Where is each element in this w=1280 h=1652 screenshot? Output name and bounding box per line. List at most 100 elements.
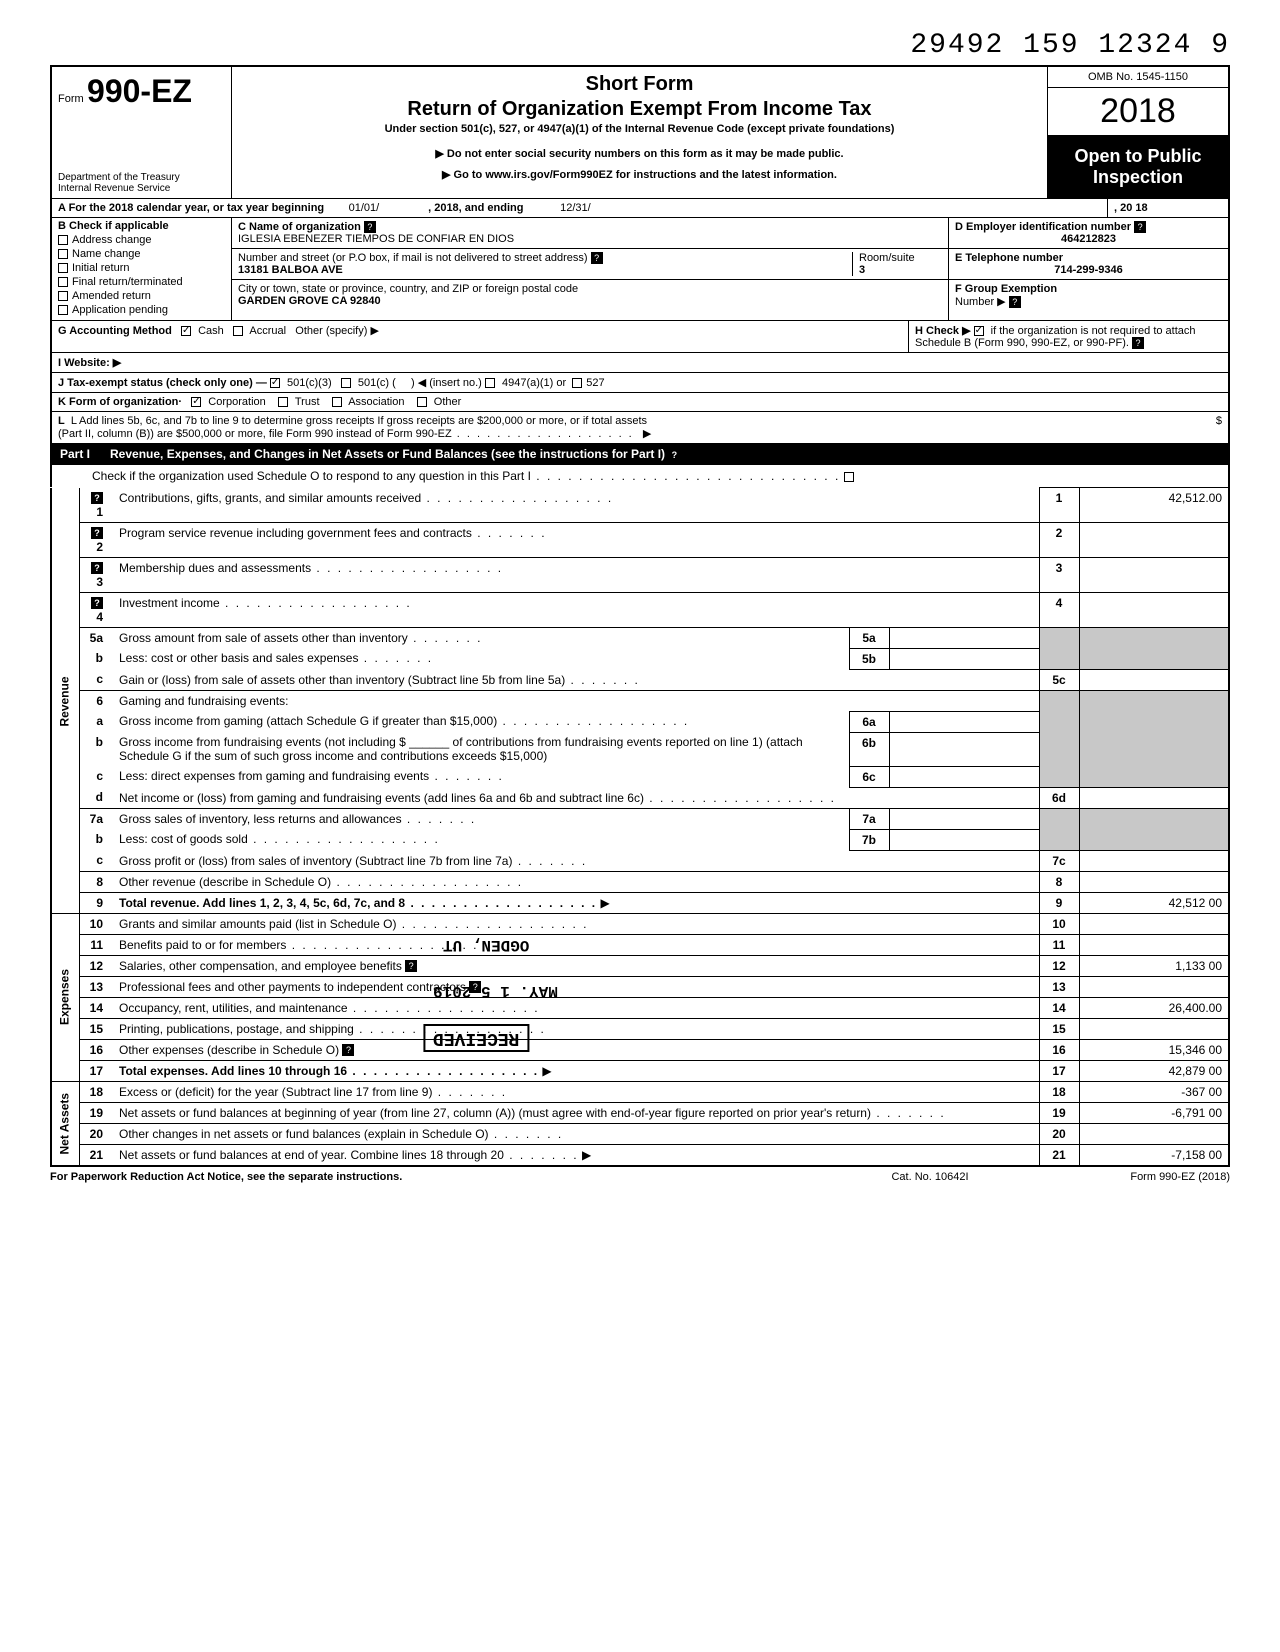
- bv5c: [1079, 669, 1229, 690]
- chk-schedule-b[interactable]: [974, 326, 984, 336]
- lbl-final-return: Final return/terminated: [72, 276, 183, 288]
- chk-initial-return[interactable]: [58, 263, 68, 273]
- bn21: 21: [1039, 1144, 1079, 1166]
- section-b-label: B Check if applicable: [58, 220, 169, 232]
- addr-label: Number and street (or P.O box, if mail i…: [238, 252, 588, 264]
- chk-final-return[interactable]: [58, 277, 68, 287]
- n6: 6: [79, 690, 113, 711]
- n12: 12: [79, 955, 113, 976]
- bv13: [1079, 976, 1229, 997]
- form-number: 990-EZ: [87, 73, 192, 109]
- line-i-label: I Website: ▶: [58, 357, 121, 369]
- n1: 1: [96, 505, 103, 519]
- in7a: 7a: [849, 808, 889, 829]
- chk-name-change[interactable]: [58, 249, 68, 259]
- line-a-mid: , 2018, and ending: [428, 202, 523, 214]
- d19: Net assets or fund balances at beginning…: [119, 1106, 946, 1120]
- iv6a: [889, 711, 1039, 732]
- chk-other-org[interactable]: [417, 397, 427, 407]
- n8: 8: [79, 871, 113, 892]
- d5c: Gain or (loss) from sale of assets other…: [119, 673, 640, 687]
- part-1-title: Revenue, Expenses, and Changes in Net As…: [110, 447, 665, 461]
- help-icon[interactable]: ?: [405, 960, 417, 972]
- section-f-label: F Group Exemption: [955, 283, 1057, 295]
- help-icon[interactable]: ?: [469, 981, 481, 993]
- line-g-h: G Accounting Method Cash Accrual Other (…: [50, 320, 1230, 352]
- ein: 464212823: [1061, 233, 1116, 245]
- n5c: c: [79, 669, 113, 690]
- dept-irs: Internal Revenue Service: [58, 183, 180, 194]
- section-d-label: D Employer identification number: [955, 221, 1131, 233]
- n11: 11: [79, 934, 113, 955]
- chk-501c3[interactable]: [270, 378, 280, 388]
- line-a: A For the 2018 calendar year, or tax yea…: [50, 198, 1230, 218]
- d21: Net assets or fund balances at end of ye…: [119, 1148, 579, 1162]
- part-1-header: Part I Revenue, Expenses, and Changes in…: [50, 443, 1230, 465]
- lbl-address-change: Address change: [72, 234, 152, 246]
- help-icon[interactable]: ?: [364, 221, 376, 233]
- n6b: b: [79, 732, 113, 766]
- chk-501c[interactable]: [341, 378, 351, 388]
- in5b: 5b: [849, 648, 889, 669]
- line-i: I Website: ▶: [50, 352, 1230, 372]
- open-public: Open to Public Inspection: [1048, 136, 1228, 198]
- lbl-cash: Cash: [198, 325, 224, 337]
- chk-accrual[interactable]: [233, 326, 243, 336]
- chk-corporation[interactable]: [191, 397, 201, 407]
- help-icon[interactable]: ?: [91, 492, 103, 504]
- chk-schedule-o[interactable]: [844, 472, 854, 482]
- bv3: [1079, 557, 1229, 592]
- n18: 18: [79, 1081, 113, 1102]
- chk-amended-return[interactable]: [58, 291, 68, 301]
- chk-527[interactable]: [572, 378, 582, 388]
- d14: Occupancy, rent, utilities, and maintena…: [119, 1001, 540, 1015]
- help-icon[interactable]: ?: [591, 252, 603, 264]
- chk-application-pending[interactable]: [58, 305, 68, 315]
- d7a: Gross sales of inventory, less returns a…: [113, 808, 849, 829]
- bv19: -6,791 00: [1079, 1102, 1229, 1123]
- help-icon[interactable]: ?: [91, 597, 103, 609]
- short-form-label: Short Form: [242, 73, 1037, 96]
- d6c: Less: direct expenses from gaming and fu…: [113, 766, 849, 787]
- chk-4947[interactable]: [485, 378, 495, 388]
- help-icon[interactable]: ?: [1132, 337, 1144, 349]
- help-icon[interactable]: ?: [668, 449, 680, 461]
- bn12: 12: [1039, 955, 1079, 976]
- d15: Printing, publications, postage, and shi…: [119, 1022, 546, 1036]
- lbl-501c: 501(c) (: [358, 377, 396, 389]
- bn20: 20: [1039, 1123, 1079, 1144]
- n6a: a: [79, 711, 113, 732]
- line-a-suffix: , 20 18: [1114, 202, 1148, 214]
- d17: Total expenses. Add lines 10 through 16: [119, 1064, 539, 1078]
- bn10: 10: [1039, 913, 1079, 934]
- lbl-other-org: Other: [434, 396, 462, 408]
- iv5a: [889, 627, 1039, 648]
- help-icon[interactable]: ?: [91, 527, 103, 539]
- footer-paperwork: For Paperwork Reduction Act Notice, see …: [50, 1171, 830, 1183]
- help-icon[interactable]: ?: [342, 1044, 354, 1056]
- iv6b: [889, 732, 1039, 766]
- chk-association[interactable]: [332, 397, 342, 407]
- chk-address-change[interactable]: [58, 235, 68, 245]
- line-j-label: J Tax-exempt status (check only one) —: [58, 377, 267, 389]
- bn8: 8: [1039, 871, 1079, 892]
- help-icon[interactable]: ?: [91, 562, 103, 574]
- bv18: -367 00: [1079, 1081, 1229, 1102]
- tracking-number: 29492 159 12324 9: [50, 30, 1230, 61]
- d6d: Net income or (loss) from gaming and fun…: [119, 791, 836, 805]
- iv6c: [889, 766, 1039, 787]
- n7c: c: [79, 850, 113, 871]
- bn6d: 6d: [1039, 787, 1079, 808]
- help-icon[interactable]: ?: [1134, 221, 1146, 233]
- line-a-prefix: A For the 2018 calendar year, or tax yea…: [58, 202, 324, 214]
- help-icon[interactable]: ?: [1009, 296, 1021, 308]
- d6: Gaming and fundraising events:: [113, 690, 1039, 711]
- bv11: [1079, 934, 1229, 955]
- n19: 19: [79, 1102, 113, 1123]
- line-l-dollar: $: [1216, 415, 1222, 440]
- d16: Other expenses (describe in Schedule O): [119, 1043, 339, 1057]
- chk-cash[interactable]: [181, 326, 191, 336]
- chk-trust[interactable]: [278, 397, 288, 407]
- section-c-label: C Name of organization: [238, 221, 361, 233]
- n5a: 5a: [79, 627, 113, 648]
